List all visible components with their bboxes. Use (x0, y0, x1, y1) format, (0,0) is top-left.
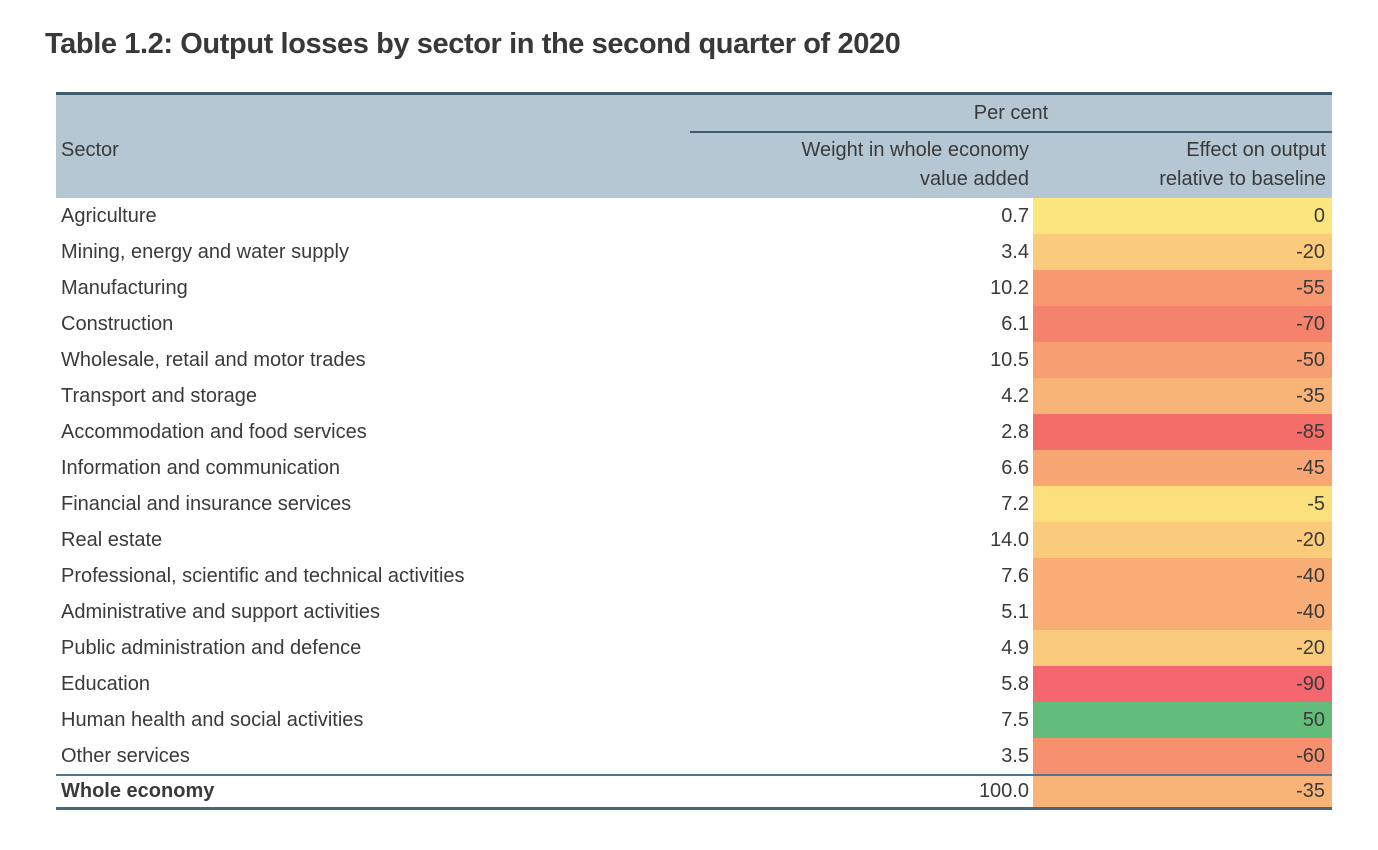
unit-header-spacer (56, 95, 690, 131)
sector-label: Information and communication (61, 457, 341, 479)
sector-label: Wholesale, retail and motor trades (61, 349, 366, 371)
sector-label: Accommodation and food services (61, 421, 367, 443)
table-row: Financial and insurance services 7.2 -5 (56, 486, 1332, 522)
effect-cell: -45 (1033, 450, 1332, 486)
sector-label: Human health and social activities (61, 709, 364, 731)
sector-label: Manufacturing (61, 277, 188, 299)
sector-label: Public administration and defence (61, 637, 362, 659)
table-row: Manufacturing 10.2 -55 (56, 270, 1332, 306)
effect-cell: -60 (1033, 738, 1332, 774)
sector-label: Real estate (61, 529, 163, 551)
table-row: Education 5.8 -90 (56, 666, 1332, 702)
weight-value: 7.6 (1001, 565, 1029, 587)
table-row: Other services 3.5 -60 (56, 738, 1332, 774)
sector-label: Construction (61, 313, 174, 335)
weight-value: 7.5 (1001, 709, 1029, 731)
table-bottom-border (56, 807, 1332, 810)
weight-value: 2.8 (1001, 421, 1029, 443)
effect-cell: -40 (1033, 594, 1332, 630)
table-row: Agriculture 0.7 0 (56, 198, 1332, 234)
effect-cell: -20 (1033, 630, 1332, 666)
column-header-sector: Sector (61, 139, 119, 161)
effect-cell: -5 (1033, 486, 1332, 522)
table-row: Public administration and defence 4.9 -2… (56, 630, 1332, 666)
effect-cell: -55 (1033, 270, 1332, 306)
weight-value: 0.7 (1001, 205, 1029, 227)
weight-value: 3.5 (1001, 745, 1029, 767)
column-header-weight: Weight in whole economy value added (801, 139, 1029, 190)
effect-cell: 50 (1033, 702, 1332, 738)
table-row: Mining, energy and water supply 3.4 -20 (56, 234, 1332, 270)
table-row: Construction 6.1 -70 (56, 306, 1332, 342)
table-row: Wholesale, retail and motor trades 10.5 … (56, 342, 1332, 378)
weight-value: 4.9 (1001, 637, 1029, 659)
effect-cell: -40 (1033, 558, 1332, 594)
total-sector-label: Whole economy (61, 780, 215, 802)
total-row-divider (56, 774, 1332, 776)
total-effect-cell: -35 (1033, 776, 1332, 807)
table-row: Human health and social activities 7.5 5… (56, 702, 1332, 738)
sector-label: Professional, scientific and technical a… (61, 565, 465, 587)
unit-header-label: Per cent (973, 102, 1049, 124)
table-title: Table 1.2: Output losses by sector in th… (45, 28, 901, 60)
total-row: Whole economy 100.0 -35 (56, 776, 1332, 807)
effect-cell: -70 (1033, 306, 1332, 342)
weight-value: 4.2 (1001, 385, 1029, 407)
table-row: Administrative and support activities 5.… (56, 594, 1332, 630)
table-header: Per cent Sector Weight in whole economy … (56, 92, 1332, 198)
effect-cell: -85 (1033, 414, 1332, 450)
table-row: Professional, scientific and technical a… (56, 558, 1332, 594)
weight-value: 6.1 (1001, 313, 1029, 335)
weight-value: 5.1 (1001, 601, 1029, 623)
output-losses-table: Per cent Sector Weight in whole economy … (56, 92, 1332, 810)
total-weight-value: 100.0 (978, 780, 1029, 802)
sector-label: Administrative and support activities (61, 601, 381, 623)
weight-value: 3.4 (1001, 241, 1029, 263)
effect-cell: -90 (1033, 666, 1332, 702)
effect-cell: -50 (1033, 342, 1332, 378)
table-body: Agriculture 0.7 0 Mining, energy and wat… (56, 198, 1332, 774)
weight-value: 6.6 (1001, 457, 1029, 479)
weight-value: 7.2 (1001, 493, 1029, 515)
column-header-effect: Effect on output relative to baseline (1159, 139, 1326, 190)
sector-label: Education (61, 673, 150, 695)
unit-header-row: Per cent (56, 95, 1332, 131)
table-row: Real estate 14.0 -20 (56, 522, 1332, 558)
weight-value: 5.8 (1001, 673, 1029, 695)
effect-cell: 0 (1033, 198, 1332, 234)
effect-cell: -35 (1033, 378, 1332, 414)
table-row: Accommodation and food services 2.8 -85 (56, 414, 1332, 450)
sector-label: Other services (61, 745, 190, 767)
effect-cell: -20 (1033, 234, 1332, 270)
unit-header-divider (690, 131, 1332, 133)
weight-value: 10.5 (990, 349, 1029, 371)
weight-value: 14.0 (990, 529, 1029, 551)
sector-label: Financial and insurance services (61, 493, 352, 515)
sector-label: Transport and storage (61, 385, 258, 407)
table-row: Information and communication 6.6 -45 (56, 450, 1332, 486)
table-row: Transport and storage 4.2 -35 (56, 378, 1332, 414)
effect-cell: -20 (1033, 522, 1332, 558)
column-header-row: Sector Weight in whole economy value add… (56, 133, 1332, 198)
sector-label: Mining, energy and water supply (61, 241, 349, 263)
sector-label: Agriculture (61, 205, 157, 227)
weight-value: 10.2 (990, 277, 1029, 299)
